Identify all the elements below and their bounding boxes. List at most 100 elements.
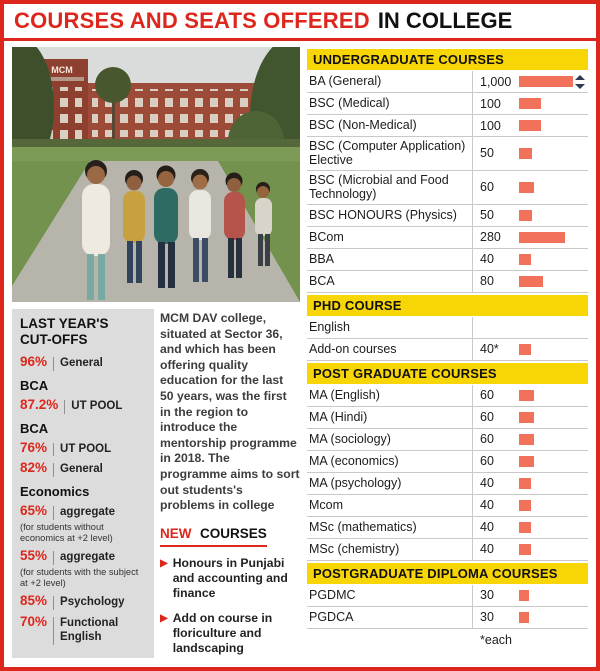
masthead: COURSES AND SEATS OFFERED IN COLLEGE [4, 4, 596, 41]
seats-bar [519, 181, 534, 193]
course-row: MA (sociology) 60 [307, 428, 588, 451]
course-seats: 30 [480, 588, 494, 602]
new-courses-heading: NEW COURSES [160, 525, 267, 547]
course-seats: 50 [480, 208, 494, 222]
course-name: MA (sociology) [307, 428, 473, 450]
cutoff-entry: 82% General [20, 460, 146, 478]
new-course-text: Honours in Punjabi and accounting and fi… [172, 555, 288, 601]
cutoff-label: aggregate [53, 551, 115, 566]
cutoff-course-heading: BCA [20, 377, 49, 393]
course-seats: 40 [480, 542, 494, 556]
course-seats: 60 [480, 180, 494, 195]
course-seats: 40* [480, 342, 499, 356]
seats-bar [519, 499, 531, 511]
cutoff-entry: 65% aggregate [20, 503, 146, 521]
cutoffs-panel: LAST YEAR'S CUT-OFFS 96% General BCA 87.… [12, 309, 154, 658]
seats-bar [519, 231, 565, 243]
bullet-arrow-icon: ▶ [160, 612, 168, 624]
course-row: MA (English) 60 [307, 384, 588, 407]
cutoff-percent: 96% [20, 354, 48, 370]
cutoff-percent: 82% [20, 460, 48, 476]
new-courses-heading-red: NEW [160, 525, 192, 541]
section-header-pg-diploma: POSTGRADUATE DIPLOMA COURSES [307, 562, 588, 584]
cutoff-label: aggregate [53, 506, 115, 521]
seats-bar [519, 275, 543, 287]
building-sign-mcm: MCM [51, 65, 73, 75]
course-row: BBA 40 [307, 248, 588, 271]
course-seats: 40 [480, 252, 494, 266]
cutoff-entry: 85% Psychology [20, 593, 146, 611]
left-column: MCM [12, 47, 300, 658]
cutoff-course-heading: BCA [20, 420, 49, 436]
course-row: PGDCA 30 [307, 606, 588, 629]
cutoff-entry: 70% Functional English [20, 614, 146, 645]
course-name: MSc (mathematics) [307, 516, 473, 538]
course-name: BBA [307, 248, 473, 270]
seats-bar [519, 120, 541, 131]
course-seats: 60 [480, 388, 494, 402]
course-row: MA (Hindi) 60 [307, 406, 588, 429]
college-photo-illustration: MCM [12, 47, 300, 302]
course-seats: 40 [480, 498, 494, 512]
seats-bar [519, 76, 573, 87]
person-3 [154, 165, 178, 288]
course-seats: 40 [480, 520, 494, 534]
bullet-arrow-icon: ▶ [160, 557, 168, 569]
college-photo: MCM [12, 47, 300, 302]
course-name: MA (economics) [307, 450, 473, 472]
seats-bar [519, 455, 534, 467]
cutoff-entry: 76% UT POOL [20, 440, 146, 457]
seats-bar [519, 543, 531, 555]
person-6 [255, 182, 272, 266]
new-course-item: ▶ Add on course in floriculture and land… [160, 611, 300, 657]
hedge [12, 139, 300, 148]
course-row: Mcom 40 [307, 494, 588, 517]
course-row: BA (General) 1,000 [307, 71, 588, 93]
cutoff-course-heading: Economics [20, 484, 90, 500]
content: MCM [4, 41, 596, 664]
course-seats: 100 [480, 96, 501, 111]
section-header-undergraduate: UNDERGRADUATE COURSES [307, 49, 588, 70]
course-row: BSC HONOURS (Physics) 50 [307, 204, 588, 227]
course-seats: 280 [480, 230, 501, 244]
course-name: Add-on courses [307, 338, 473, 360]
cutoff-entry: 87.2% UT POOL [20, 397, 146, 414]
course-name: MA (English) [307, 384, 473, 406]
course-row: MSc (mathematics) 40 [307, 516, 588, 539]
new-courses-heading-black: COURSES [199, 525, 267, 541]
course-name: MA (psychology) [307, 472, 473, 494]
seats-bar [519, 98, 541, 109]
cutoff-percent: 87.2% [20, 396, 59, 412]
course-name: PGDMC [307, 584, 473, 606]
middle-column: MCM DAV college, situated at Sector 36, … [160, 309, 300, 658]
course-name: BSC (Non-Medical) [307, 115, 473, 136]
cutoff-entry: 96% General [20, 354, 146, 371]
cutoff-percent: 76% [20, 439, 48, 455]
seats-bar [519, 611, 529, 623]
seats-bar [519, 209, 532, 221]
about-college-text: MCM DAV college, situated at Sector 36, … [160, 311, 300, 513]
cutoffs-title: LAST YEAR'S CUT-OFFS [20, 316, 146, 347]
course-row: BSC (Computer Application) Elective 50 [307, 137, 588, 171]
person-1 [82, 160, 110, 300]
course-name: BA (General) [307, 71, 473, 92]
section-header-phd: PHD COURSE [307, 294, 588, 316]
course-name: PGDCA [307, 606, 473, 628]
footnote-each: *each [480, 632, 512, 647]
cutoff-note: (for students with the subject at +2 lev… [20, 567, 139, 589]
seats-bar [519, 253, 531, 265]
seats-bar [519, 389, 534, 401]
left-bottom: LAST YEAR'S CUT-OFFS 96% General BCA 87.… [12, 309, 300, 658]
lawn [12, 147, 300, 163]
course-seats: 30 [480, 610, 494, 624]
course-row: BSC (Non-Medical) 100 [307, 115, 588, 137]
course-name: MA (Hindi) [307, 406, 473, 428]
course-row: BCom 280 [307, 226, 588, 249]
seats-bar [519, 521, 531, 533]
course-row: English [307, 316, 588, 339]
person-4 [189, 169, 211, 282]
course-row: BSC (Microbial and Food Technology) 60 [307, 170, 588, 205]
course-name: BSC (Computer Application) Elective [307, 137, 473, 170]
seats-bar [519, 433, 534, 445]
